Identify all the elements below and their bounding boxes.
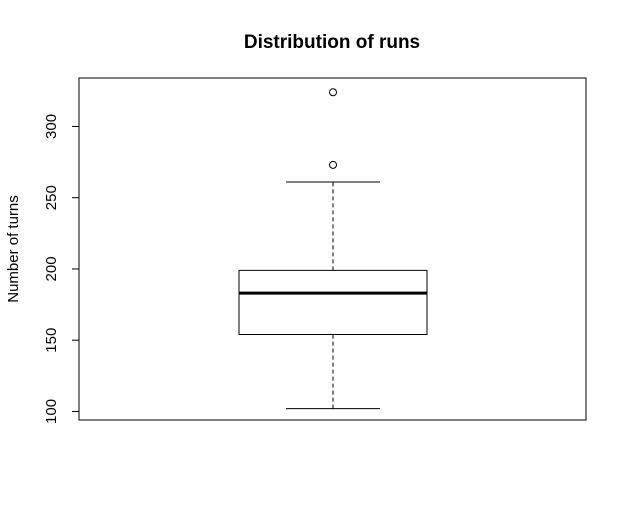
y-tick-label-200: 200 [43,256,60,281]
y-tick-label-300: 300 [43,114,60,139]
y-tick-label-250: 250 [43,185,60,210]
y-axis: 100 150 200 250 300 [43,114,80,424]
interquartile-box [238,269,428,335]
chart-title: Distribution of runs [244,32,420,53]
outlier-point-1 [329,160,337,169]
boxplot-marks [238,88,428,410]
y-tick-label-100: 100 [43,399,60,424]
y-tick-label-150: 150 [43,328,60,353]
y-axis-label: Number of turns [5,195,22,303]
outlier-point-2 [329,88,337,97]
